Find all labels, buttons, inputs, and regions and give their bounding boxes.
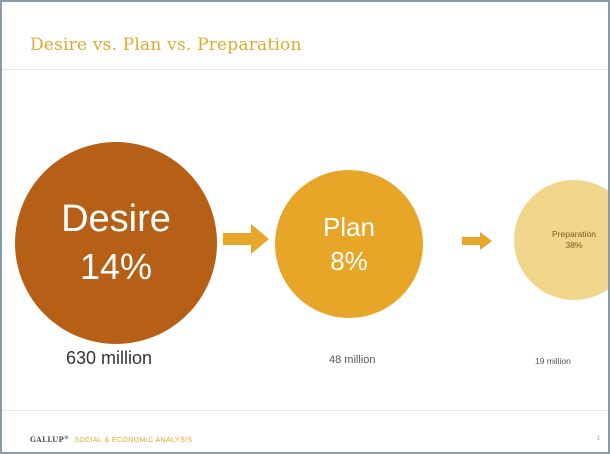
preparation-percent: 38% [565,240,583,250]
arrow-right-icon [223,224,269,254]
desire-label: Desire [61,198,171,240]
footer-subtitle: SOCIAL & ECONOMIC ANALYSIS [74,437,193,444]
plan-percent: 8% [330,246,368,276]
gallup-logo: GALLUP [30,435,65,444]
registered-mark: ® [64,435,70,441]
slide-title: Desire vs. Plan vs. Preparation [30,35,302,55]
plan-count: 48 million [329,354,376,366]
preparation-count: 19 million [535,356,571,366]
footer: GALLUP® SOCIAL & ECONOMIC ANALYSIS [30,435,192,444]
desire-percent: 14% [79,246,153,287]
desire-count: 630 million [66,348,153,368]
preparation-label: Preparation [552,229,596,239]
page-number: 1 [596,436,600,442]
footer-divider [2,410,608,411]
title-divider [2,69,608,70]
desire-circle: Desire 14% [15,142,217,344]
plan-circle: Plan 8% [275,170,423,318]
arrow-right-icon [462,232,492,250]
plan-label: Plan [322,212,376,242]
preparation-circle: Preparation 38% [514,180,608,300]
